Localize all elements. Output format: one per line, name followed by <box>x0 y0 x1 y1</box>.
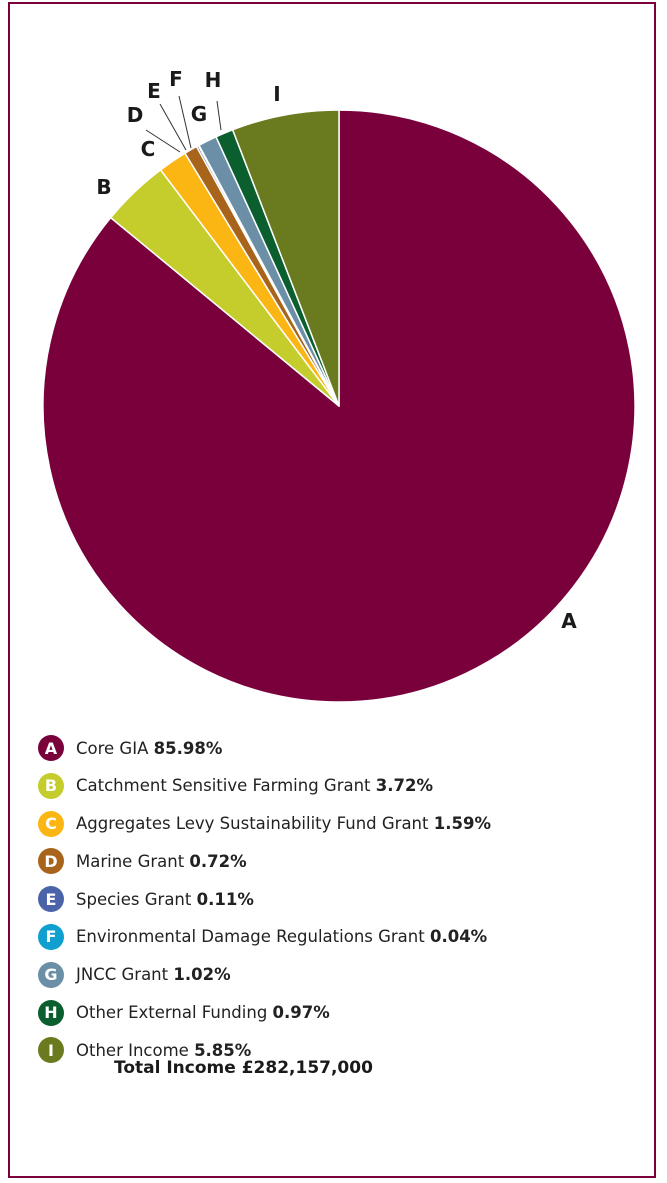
legend-item-b: B Catchment Sensitive Farming Grant 3.72% <box>38 770 648 802</box>
legend-value: 0.72% <box>189 851 247 871</box>
pie-chart: A B CDE FGH I <box>42 67 636 703</box>
legend-item-e: E Species Grant 0.11% <box>38 883 648 915</box>
legend-badge: H <box>38 999 64 1026</box>
slice-label-h: H <box>205 68 222 92</box>
legend-badge: B <box>38 772 64 799</box>
legend-value: 1.59% <box>433 814 491 834</box>
legend-item-i: I Other Income 5.85% <box>38 1034 648 1066</box>
legend-name: Species Grant <box>76 889 197 909</box>
legend-badge: I <box>38 1037 64 1064</box>
pie-slice-i <box>231 109 340 407</box>
slice-label-d: D <box>127 103 144 127</box>
legend-label: Other External Funding 0.97% <box>76 1003 330 1022</box>
legend-label: Core GIA 85.98% <box>76 739 222 758</box>
slice-label-c: C <box>141 137 156 161</box>
legend-item-g: G JNCC Grant 1.02% <box>38 959 648 991</box>
legend-item-a: A Core GIA 85.98% <box>38 732 648 764</box>
legend-name: Environmental Damage Regulations Grant <box>76 927 430 947</box>
total-income-label: Total Income <box>114 1058 236 1078</box>
legend-label: Marine Grant 0.72% <box>76 852 247 871</box>
leader-line-d <box>145 129 181 153</box>
leader-line-f <box>178 95 192 149</box>
slice-label-b: B <box>96 175 111 199</box>
legend-item-c: C Aggregates Levy Sustainability Fund Gra… <box>38 808 648 840</box>
legend-name: Core GIA <box>76 738 154 758</box>
total-income: Total Income £282,157,000 <box>114 1058 373 1078</box>
legend-badge: E <box>38 886 64 913</box>
legend-name: Catchment Sensitive Farming Grant <box>76 776 376 796</box>
legend-label: Species Grant 0.11% <box>76 890 254 909</box>
legend-badge: D <box>38 848 64 875</box>
chart-legend: A Core GIA 85.98% B Catchment Sensitive Far… <box>38 732 648 1072</box>
slice-label-i: I <box>273 82 280 106</box>
legend-value: 0.04% <box>429 927 488 947</box>
legend-badge: G <box>38 961 64 988</box>
slice-label-a: A <box>561 609 577 633</box>
legend-value: 3.72% <box>375 776 434 796</box>
legend-label: Catchment Sensitive Farming Grant 3.72% <box>76 776 433 795</box>
legend-value: 0.11% <box>196 889 254 909</box>
legend-label: Environmental Damage Regulations Grant 0… <box>76 927 487 946</box>
legend-badge: A <box>38 735 64 761</box>
legend-badge: F <box>38 923 64 950</box>
legend-name: Aggregates Levy Sustainability Fund Gran… <box>76 814 434 834</box>
legend-item-h: H Other External Funding 0.97% <box>38 997 648 1029</box>
legend-name: Other External Funding <box>76 1003 273 1023</box>
leader-line-e <box>159 103 187 151</box>
slice-label-f: F <box>169 67 183 91</box>
slice-label-g: G <box>191 102 207 126</box>
leader-line-h <box>216 100 222 131</box>
legend-name: JNCC Grant <box>76 965 174 985</box>
legend-value: 1.02% <box>173 965 231 985</box>
legend-name: Marine Grant <box>76 851 190 871</box>
legend-label: Other Income 5.85% <box>76 1041 251 1060</box>
total-income-value: £282,157,000 <box>241 1058 373 1078</box>
legend-label: Aggregates Levy Sustainability Fund Gran… <box>76 814 491 833</box>
slice-label-e: E <box>147 79 161 103</box>
legend-badge: C <box>38 810 64 837</box>
legend-value: 85.98% <box>153 738 223 758</box>
legend-name: Other Income <box>76 1040 195 1060</box>
legend-value: 0.97% <box>272 1003 330 1023</box>
legend-label: JNCC Grant 1.02% <box>76 965 231 984</box>
legend-item-f: F Environmental Damage Regulations Grant … <box>38 921 648 953</box>
legend-value: 5.85% <box>194 1040 252 1060</box>
legend-item-d: D Marine Grant 0.72% <box>38 845 648 877</box>
